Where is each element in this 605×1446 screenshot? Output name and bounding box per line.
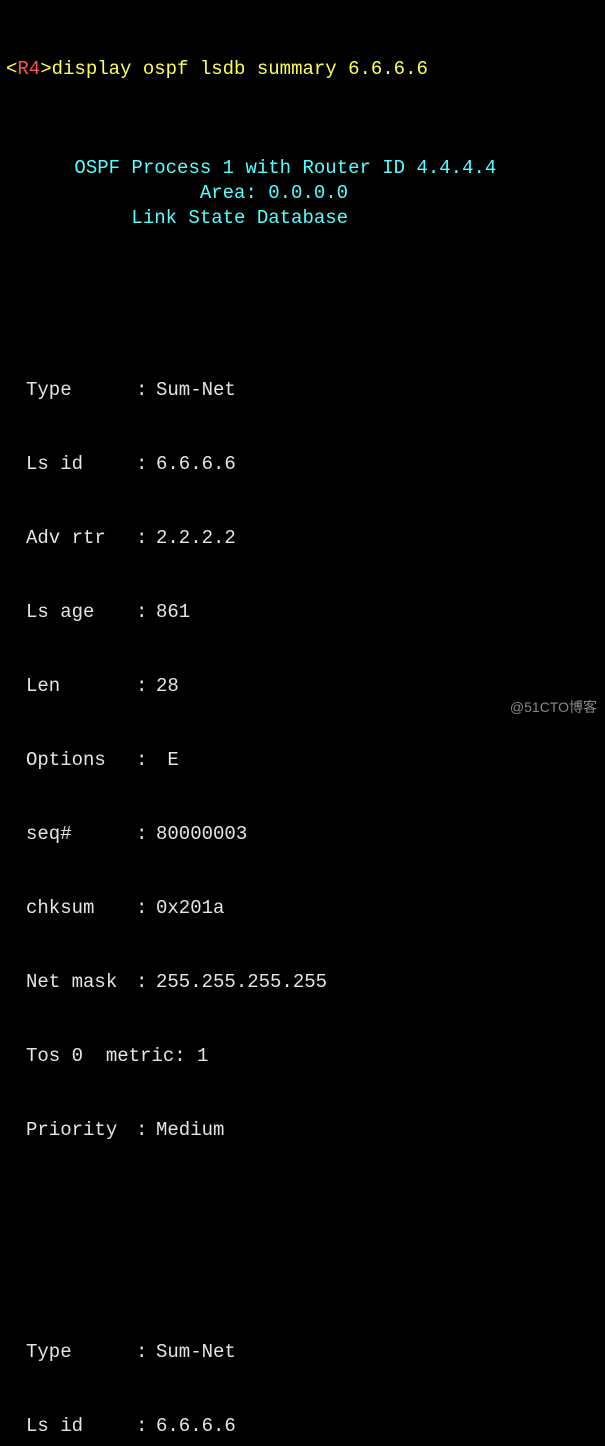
ls-id-row: Ls id: 6.6.6.6 xyxy=(26,1414,605,1439)
netmask-value: 255.255.255.255 xyxy=(156,970,605,995)
tos-metric-row: Tos 0 metric: 1 xyxy=(26,1044,605,1069)
router-hostname: R4 xyxy=(17,58,40,80)
colon: : xyxy=(136,970,156,995)
ospf-area-line: Area: 0.0.0.0 xyxy=(6,181,605,206)
ospf-header: OSPF Process 1 with Router ID 4.4.4.4 Ar… xyxy=(0,131,605,230)
command-prompt-line: <R4>display ospf lsdb summary 6.6.6.6 xyxy=(0,57,605,82)
seq-label: seq# xyxy=(26,822,136,847)
options-value: E xyxy=(156,748,605,773)
prompt-close-bracket: > xyxy=(40,58,51,80)
ospf-process-line: OSPF Process 1 with Router ID 4.4.4.4 xyxy=(6,156,605,181)
len-label: Len xyxy=(26,674,136,699)
ospf-db-line: Link State Database xyxy=(6,206,605,231)
advrtr-label: Adv rtr xyxy=(26,526,136,551)
colon: : xyxy=(136,896,156,921)
seq-row: seq#: 80000003 xyxy=(26,822,605,847)
colon: : xyxy=(136,822,156,847)
lsid-label: Ls id xyxy=(26,1414,136,1439)
chksum-label: chksum xyxy=(26,896,136,921)
priority-label: Priority xyxy=(26,1118,136,1143)
lsa-entry-2: Type: Sum-Net Ls id: 6.6.6.6 Adv rtr: 3.… xyxy=(0,1290,605,1446)
advrtr-value: 2.2.2.2 xyxy=(156,526,605,551)
priority-value: Medium xyxy=(156,1118,605,1143)
colon: : xyxy=(136,1118,156,1143)
colon: : xyxy=(136,748,156,773)
ls-age-row: Ls age: 861 xyxy=(26,600,605,625)
colon: : xyxy=(136,674,156,699)
lsa-entry-1: Type: Sum-Net Ls id: 6.6.6.6 Adv rtr: 2.… xyxy=(0,328,605,1192)
lsage-label: Ls age xyxy=(26,600,136,625)
adv-rtr-row: Adv rtr: 2.2.2.2 xyxy=(26,526,605,551)
lsa-type-row: Type: Sum-Net xyxy=(26,1340,605,1365)
lsid-value: 6.6.6.6 xyxy=(156,1414,605,1439)
colon: : xyxy=(136,452,156,477)
lsid-label: Ls id xyxy=(26,452,136,477)
chksum-value: 0x201a xyxy=(156,896,605,921)
chksum-row: chksum: 0x201a xyxy=(26,896,605,921)
type-value: Sum-Net xyxy=(156,1340,605,1365)
command-text: display ospf lsdb summary 6.6.6.6 xyxy=(52,58,428,80)
colon: : xyxy=(136,1414,156,1439)
colon: : xyxy=(136,378,156,403)
type-label: Type xyxy=(26,378,136,403)
len-value: 28 xyxy=(156,674,605,699)
prompt-open-bracket: < xyxy=(6,58,17,80)
colon: : xyxy=(136,1340,156,1365)
netmask-row: Net mask: 255.255.255.255 xyxy=(26,970,605,995)
colon: : xyxy=(136,600,156,625)
type-label: Type xyxy=(26,1340,136,1365)
options-row: Options: E xyxy=(26,748,605,773)
options-label: Options xyxy=(26,748,136,773)
lsage-value: 861 xyxy=(156,600,605,625)
colon: : xyxy=(136,526,156,551)
priority-row: Priority: Medium xyxy=(26,1118,605,1143)
netmask-label: Net mask xyxy=(26,970,136,995)
terminal-output: <R4>display ospf lsdb summary 6.6.6.6 OS… xyxy=(0,8,605,1446)
lsid-value: 6.6.6.6 xyxy=(156,452,605,477)
type-value: Sum-Net xyxy=(156,378,605,403)
seq-value: 80000003 xyxy=(156,822,605,847)
watermark-text: @51CTO博客 xyxy=(510,697,597,717)
lsa-type-row: Type: Sum-Net xyxy=(26,378,605,403)
ls-id-row: Ls id: 6.6.6.6 xyxy=(26,452,605,477)
len-row: Len: 28 xyxy=(26,674,605,699)
